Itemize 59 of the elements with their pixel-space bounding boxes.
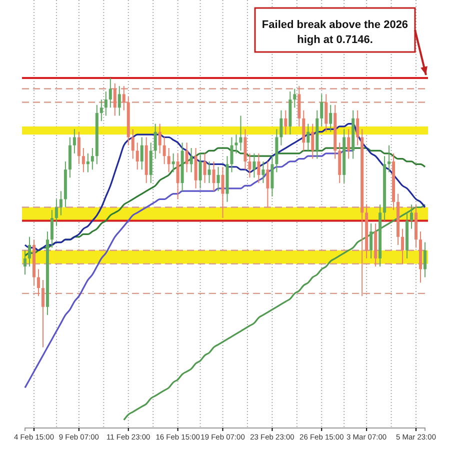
- candlestick: [167, 148, 170, 173]
- candlestick: [136, 142, 139, 170]
- candlestick: [90, 148, 94, 170]
- candlestick: [329, 104, 332, 132]
- candlestick: [122, 86, 126, 111]
- candlestick: [54, 198, 58, 227]
- candlestick: [185, 142, 188, 173]
- candlestick: [72, 128, 76, 154]
- candlestick: [234, 134, 238, 154]
- candlestick: [257, 152, 260, 184]
- candlestick: [424, 242, 426, 278]
- candlestick: [306, 123, 310, 152]
- candlestick: [212, 160, 216, 192]
- candlestick: [172, 152, 175, 173]
- candlestick: [140, 136, 144, 170]
- candlestick: [41, 279, 44, 348]
- annotation: Failed break above the 2026 high at 0.7146.: [262, 19, 408, 46]
- candlestick: [86, 152, 90, 173]
- candlestick: [347, 128, 350, 160]
- candlestick: [36, 268, 40, 297]
- candlestick: [280, 110, 283, 146]
- candlestick: [401, 228, 404, 264]
- candlestick: [50, 209, 54, 248]
- candlestick: [356, 110, 360, 146]
- candlestick: [158, 123, 162, 154]
- candlestick: [154, 123, 157, 160]
- candlestick: [82, 148, 85, 173]
- candlestick: [239, 115, 242, 152]
- candlestick: [230, 136, 234, 173]
- candlestick: [388, 144, 391, 173]
- candlestick: [118, 86, 121, 116]
- candlestick: [311, 123, 314, 160]
- candlestick: [59, 190, 62, 216]
- candlestick: [248, 152, 252, 178]
- candlestick: [293, 88, 296, 108]
- candlestick: [262, 160, 265, 184]
- candlestick: [100, 99, 103, 122]
- candlestick: [370, 222, 373, 259]
- candlestick: [266, 160, 270, 208]
- candlestick: [176, 152, 180, 200]
- candlestick: [77, 131, 80, 165]
- candlestick: [113, 82, 116, 116]
- candlestick: [28, 236, 31, 268]
- candlestick: [284, 110, 288, 136]
- candlestick: [252, 152, 256, 178]
- candlestick: [108, 78, 112, 108]
- candlestick: [162, 136, 166, 165]
- candlestick: [203, 152, 206, 184]
- candlestick: [410, 204, 414, 230]
- candlestick: [320, 94, 324, 127]
- candlestick: [198, 152, 202, 189]
- candlestick: [104, 90, 108, 116]
- candlestick: [24, 250, 26, 276]
- candlestick: [208, 160, 211, 184]
- candlestick: [324, 94, 328, 132]
- candlestick: [216, 166, 220, 192]
- candlestick: [190, 148, 193, 173]
- candlestick: [221, 166, 224, 219]
- candlestick: [131, 128, 134, 160]
